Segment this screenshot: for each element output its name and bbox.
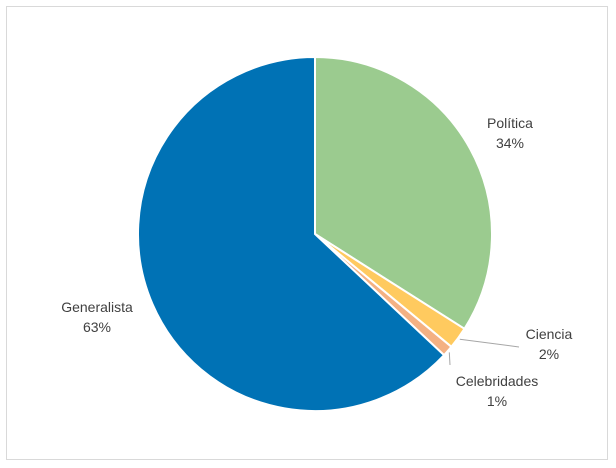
- slice-value-generalista: 63%: [83, 319, 111, 335]
- slice-label-generalista: Generalista: [61, 299, 133, 315]
- slice-generalista: [137, 55, 446, 412]
- leader-lines: [448, 338, 520, 366]
- slice-value-politica: 34%: [496, 135, 524, 151]
- leader-line-ciencia: [459, 338, 520, 348]
- slice-value-celebridades: 1%: [487, 393, 507, 409]
- slice-label-celebridades: Celebridades: [456, 373, 539, 389]
- slice-politica: [314, 55, 493, 331]
- slice-value-ciencia: 2%: [539, 346, 559, 362]
- pie-slices: [137, 55, 493, 412]
- slice-label-politica: Política: [487, 115, 533, 131]
- slice-label-ciencia: Ciencia: [526, 326, 573, 342]
- pie-labels: Política 34% Ciencia 2% Celebridades 1% …: [61, 115, 572, 409]
- leader-line-celebridades: [448, 352, 451, 366]
